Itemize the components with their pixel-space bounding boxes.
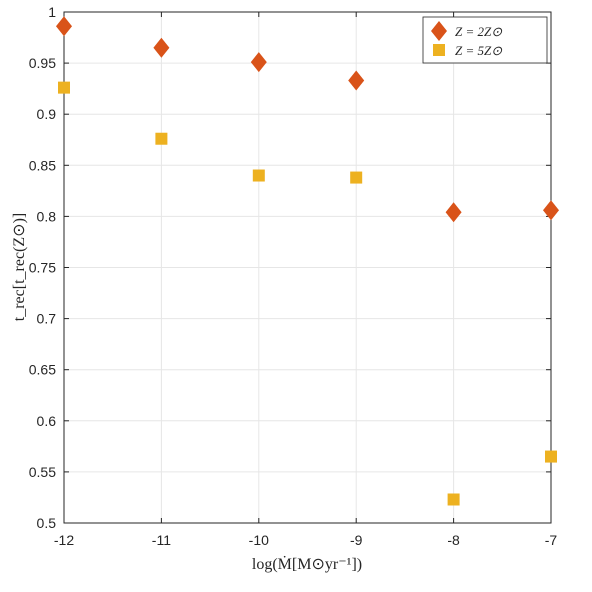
y-tick-label: 0.6 — [37, 413, 57, 429]
data-point-square — [155, 132, 168, 145]
legend-items: Z = 2Z⊙ Z = 5Z⊙ — [431, 21, 502, 58]
y-tick-label: 0.95 — [29, 55, 56, 71]
plot-frame — [63, 11, 552, 524]
y-tick-label: 0.65 — [29, 362, 56, 378]
data-point-square — [58, 81, 70, 94]
data-point-diamond — [56, 16, 72, 37]
data-point-diamond — [543, 200, 559, 221]
y-tick-label: 0.9 — [37, 106, 57, 122]
x-tick-label: -8 — [447, 532, 460, 548]
x-tick-labels: -12 -11 -10 -9 -8 -7 — [54, 532, 558, 548]
data-point-square — [252, 169, 265, 182]
y-tick-label: 1 — [48, 4, 56, 20]
x-tick-label: -11 — [152, 532, 171, 548]
y-tick-label: 0.7 — [37, 311, 57, 327]
legend: Z = 2Z⊙ Z = 5Z⊙ — [422, 16, 548, 64]
y-tick-label: 0.55 — [29, 464, 56, 480]
legend-marker — [433, 44, 445, 56]
x-tick-label: -9 — [350, 532, 363, 548]
legend-label: Z = 2Z⊙ — [455, 24, 502, 39]
x-axis-title-text: log(Ṁ[M⊙yr⁻¹]) — [252, 555, 362, 573]
y-tick-labels: 0.5 0.55 0.6 0.65 0.7 0.75 0.8 0.85 0.9 0.95 1 — [29, 4, 56, 531]
y-tick-label: 0.8 — [37, 208, 57, 224]
y-axis-title: t_rec[t_rec(Z⊙)] — [11, 213, 28, 321]
x-tick-label: -12 — [54, 532, 74, 548]
data-point-diamond — [250, 52, 267, 73]
data-point-diamond — [348, 70, 365, 91]
data-marks — [56, 16, 559, 506]
x-tick-label: -7 — [545, 532, 558, 548]
y-tick-label: 0.75 — [29, 260, 56, 276]
x-axis-title: log(Ṁ[M⊙yr⁻¹]) — [252, 555, 362, 573]
grid — [63, 11, 552, 524]
data-point-square — [350, 171, 363, 184]
data-point-square — [545, 450, 557, 463]
y-tick-label: 0.85 — [29, 157, 56, 173]
data-point-diamond — [445, 202, 462, 223]
data-point-diamond — [153, 37, 170, 58]
x-tick-label: -10 — [249, 532, 269, 548]
y-tick-label: 0.5 — [37, 515, 57, 531]
y-axis-title-text: t_rec[t_rec(Z⊙)] — [11, 213, 28, 321]
data-point-square — [447, 493, 460, 506]
legend-marker — [431, 21, 447, 41]
legend-label: Z = 5Z⊙ — [455, 43, 502, 58]
